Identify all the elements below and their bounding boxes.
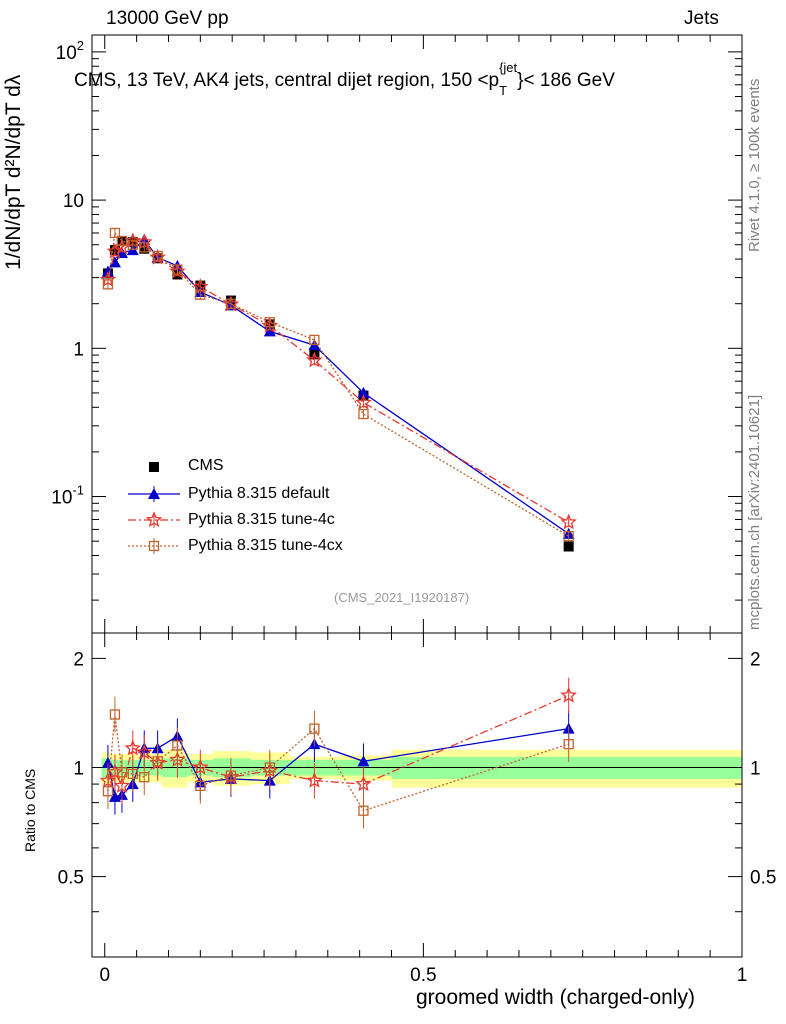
ratio-point-tune4c <box>124 739 141 756</box>
y-tick-label: 10 <box>63 191 84 212</box>
ratio-point-tune4c <box>355 775 372 792</box>
point-default <box>357 386 370 398</box>
point-default <box>108 256 121 268</box>
ratio-point-tune4cx <box>358 805 369 816</box>
point-tune4cx <box>139 242 150 253</box>
point-tune4cx <box>109 227 121 239</box>
ratio-point-tune4c <box>560 686 577 703</box>
point-data <box>563 541 574 552</box>
ratio-point-tune4cx <box>152 756 163 767</box>
ratio-point-tune4c <box>306 771 323 788</box>
series-line-default <box>107 238 570 535</box>
plot-title: CMS, 13 TeV, AK4 jets, central dijet reg… <box>74 60 615 98</box>
legend-marker-default <box>148 488 160 499</box>
legend-marker-cms <box>149 462 159 472</box>
point-tune4cx <box>172 264 183 275</box>
y-tick-label: 10-1 <box>51 483 84 509</box>
point-tune4cx <box>225 298 237 309</box>
ratio-point-tune4c <box>136 743 153 760</box>
ratio-point-tune4cx <box>139 772 150 783</box>
point-tune4cx <box>264 317 275 328</box>
main-panel: 10-1 1 10 102 <box>51 34 743 634</box>
point-tune4cx <box>309 334 320 346</box>
legend-label-cms: CMS <box>188 457 224 474</box>
ratio-point-tune4cx <box>127 768 138 780</box>
ratio-point-tune4cx <box>195 780 206 791</box>
plot-title-sup: {jet <box>499 60 518 75</box>
plot-title-end: }< 186 GeV <box>517 70 615 91</box>
ratio-panel: 0 0.5 1 0.5 0.5 1 1 2 2 <box>58 632 776 986</box>
x-axis-title: groomed width (charged-only) <box>416 986 695 1009</box>
ratio-point-tune4cx <box>225 770 237 781</box>
header-right-label: Jets <box>684 8 719 29</box>
point-default <box>101 265 114 277</box>
ratio-point-tune4cx <box>172 740 183 751</box>
x-tick-label: 1 <box>737 965 748 986</box>
ratio-tick-label: 2 <box>73 649 84 670</box>
x-tick-label: 0 <box>99 965 110 986</box>
ratio-point-tune4cx <box>309 723 320 734</box>
legend <box>128 462 180 554</box>
ratio-point-tune4cx <box>116 767 128 778</box>
plot-title-main: CMS, 13 TeV, AK4 jets, central dijet reg… <box>74 70 500 91</box>
legend-label-tune4c: Pythia 8.315 tune-4c <box>188 511 335 528</box>
ratio-tick-label-right: 2 <box>750 649 761 670</box>
legend-marker-tune4c <box>145 511 163 528</box>
point-tune4cx <box>195 289 206 300</box>
ratio-axis-title: Ratio to CMS <box>22 768 38 852</box>
legend-label-tune4cx: Pythia 8.315 tune-4cx <box>188 537 343 554</box>
ratio-tick-label-right: 0.5 <box>750 868 776 889</box>
ratio-point-tune4cx <box>264 762 275 773</box>
analysis-tag: (CMS_2021_I1920187) <box>334 590 470 605</box>
y-axis-title-text: 1/dN/dpT d²N/dpT dλ <box>2 74 25 270</box>
ratio-point-default <box>357 755 370 767</box>
point-tune4c <box>560 513 577 530</box>
ratio-tick-label: 0.5 <box>58 868 84 889</box>
point-tune4c <box>306 351 323 368</box>
ratio-tick-label-right: 1 <box>750 758 761 779</box>
rivet-version-label: Rivet 4.1.0, ≥ 100k events <box>746 78 763 252</box>
ratio-point-tune4cx <box>102 786 114 797</box>
point-tune4c <box>355 393 372 410</box>
point-tune4cx <box>563 531 574 542</box>
point-tune4cx <box>358 408 369 420</box>
ratio-tick-label: 1 <box>73 758 84 779</box>
plot-title-sub: T <box>499 83 508 98</box>
mcplots-source-label: mcplots.cern.ch [arXiv:2401.10621] <box>746 394 763 630</box>
ratio-frame <box>91 632 743 958</box>
series-line-tune4c <box>107 240 570 523</box>
ratio-point-default <box>101 756 114 768</box>
x-tick-label: 0.5 <box>410 965 436 986</box>
point-tune4cx <box>102 279 114 290</box>
header-left-label: 13000 GeV pp <box>106 8 229 29</box>
legend-marker-tune4cx <box>148 540 160 552</box>
point-tune4c <box>106 242 124 259</box>
y-tick-label: 1 <box>73 339 84 360</box>
ratio-point-tune4cx <box>109 709 121 720</box>
y-axis-title: 1/dN/dpT d²N/dpT dλ <box>2 75 26 270</box>
legend-label-default: Pythia 8.315 default <box>188 485 330 502</box>
point-default <box>263 325 276 337</box>
y-tick-label: 102 <box>56 38 84 64</box>
point-tune4cx <box>127 239 138 250</box>
point-tune4cx <box>152 250 163 262</box>
ratio-point-tune4cx <box>563 738 574 750</box>
point-tune4cx <box>116 235 128 247</box>
